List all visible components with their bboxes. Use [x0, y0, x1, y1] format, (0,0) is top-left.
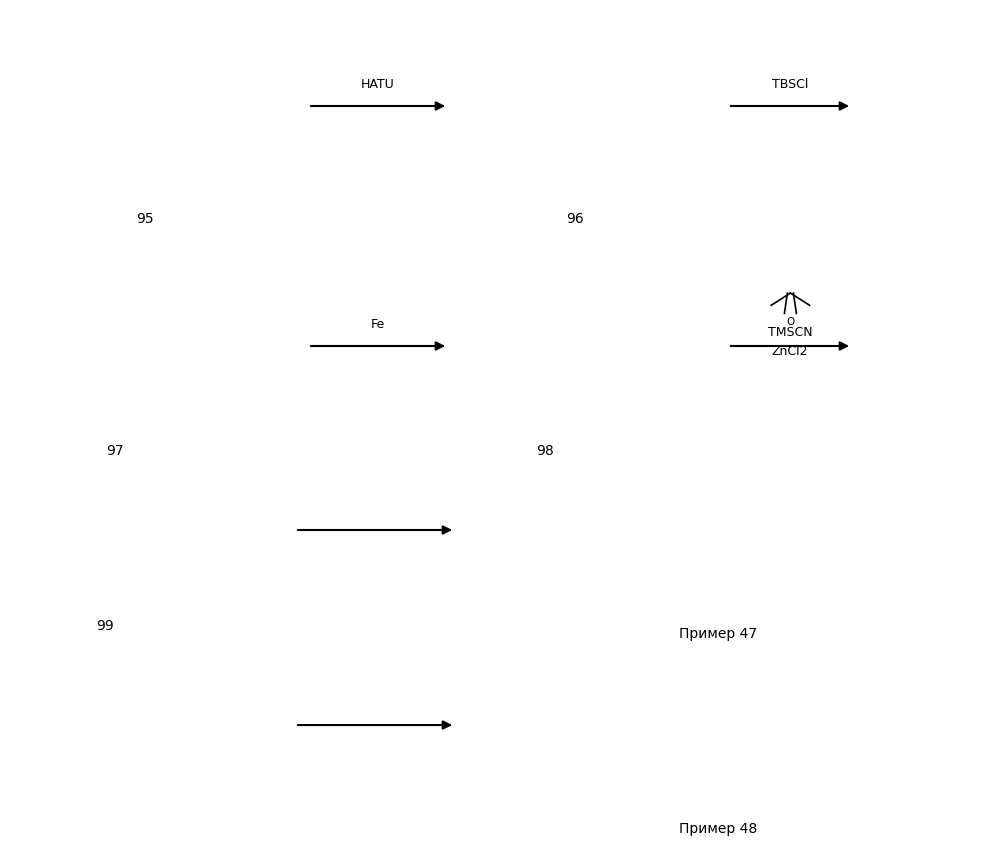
Text: Пример 47: Пример 47	[679, 628, 757, 641]
Text: 96: 96	[566, 212, 584, 226]
Text: Fe: Fe	[371, 318, 385, 331]
Text: TMSCN: TMSCN	[768, 326, 812, 339]
Text: O: O	[786, 317, 795, 327]
Text: 97: 97	[106, 444, 124, 458]
Text: 95: 95	[136, 212, 154, 226]
Text: 98: 98	[536, 444, 554, 458]
Text: HATU: HATU	[361, 78, 395, 91]
Text: ZnCl2: ZnCl2	[772, 345, 808, 359]
Text: Пример 48: Пример 48	[679, 823, 757, 836]
Text: TBSCl: TBSCl	[772, 78, 808, 91]
Text: 99: 99	[96, 619, 114, 633]
